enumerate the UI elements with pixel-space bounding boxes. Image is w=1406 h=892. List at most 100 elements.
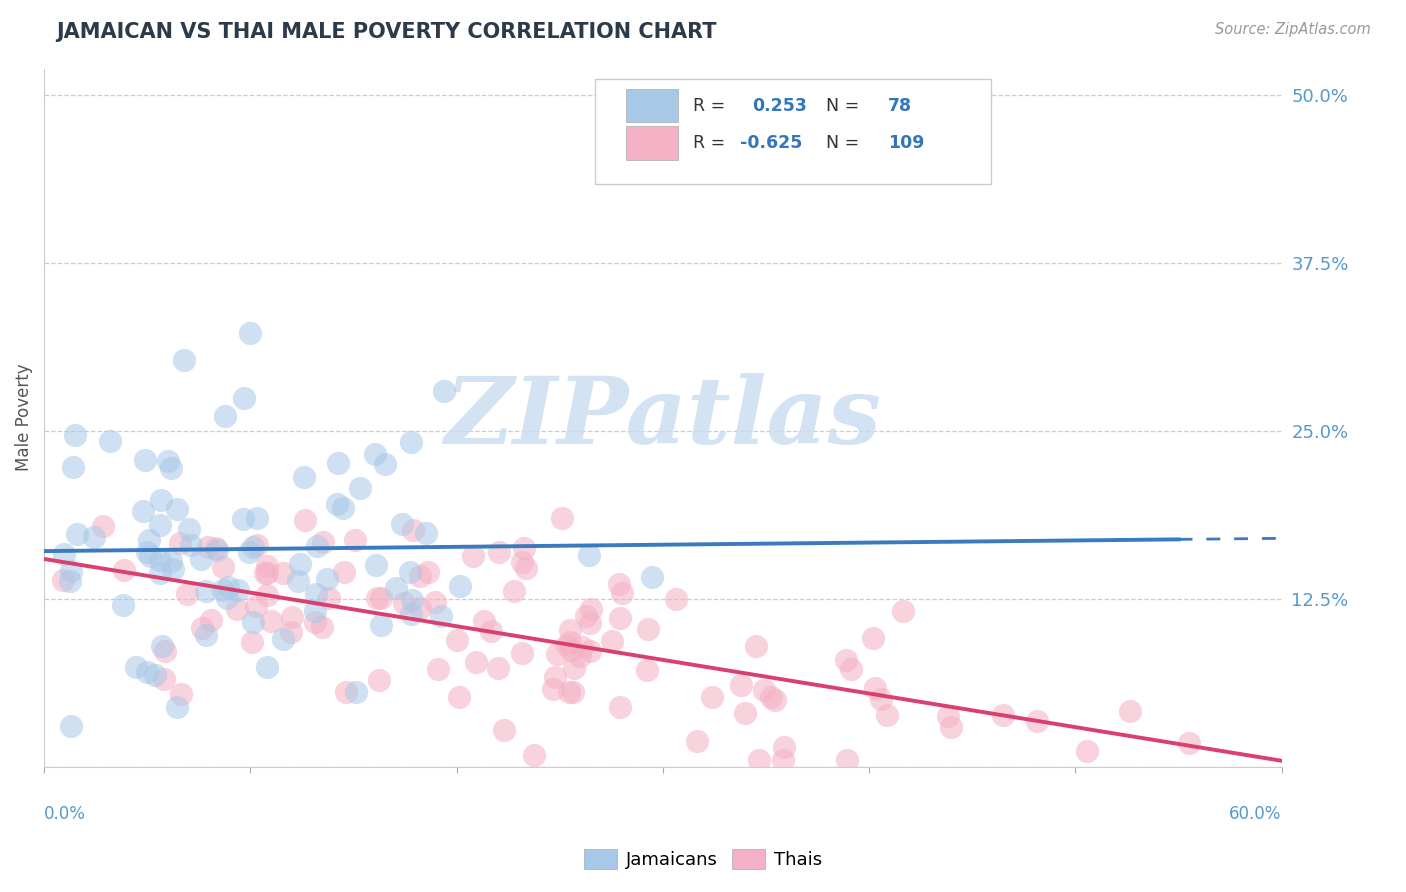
Text: 0.253: 0.253: [752, 96, 807, 114]
Point: [294, 513, 316, 527]
Y-axis label: Male Poverty: Male Poverty: [15, 364, 32, 471]
Point: [541, 682, 564, 697]
Point: [256, 559, 278, 574]
Point: [865, 681, 887, 695]
Point: [170, 688, 193, 702]
Point: [1025, 714, 1047, 728]
Point: [835, 653, 858, 667]
Point: [112, 598, 135, 612]
Point: [607, 577, 630, 591]
Point: [217, 580, 239, 594]
Point: [374, 458, 396, 472]
Point: [215, 591, 238, 606]
Point: [233, 391, 256, 405]
Point: [551, 511, 574, 525]
Point: [637, 622, 659, 636]
Text: R =: R =: [693, 96, 730, 114]
Point: [773, 740, 796, 755]
Point: [578, 644, 600, 658]
Point: [169, 536, 191, 550]
Point: [558, 624, 581, 638]
Point: [226, 582, 249, 597]
Point: [344, 685, 367, 699]
Point: [62, 460, 84, 475]
Point: [98, 434, 121, 448]
Point: [304, 604, 326, 618]
Point: [686, 734, 709, 748]
Point: [991, 708, 1014, 723]
Point: [578, 548, 600, 562]
Point: [225, 602, 247, 616]
Point: [370, 591, 392, 605]
Point: [305, 539, 328, 553]
Point: [391, 516, 413, 531]
Point: [398, 565, 420, 579]
Point: [52, 547, 75, 561]
Point: [242, 540, 264, 554]
Point: [938, 709, 960, 723]
Point: [449, 579, 471, 593]
Text: R =: R =: [693, 134, 730, 153]
Point: [399, 434, 422, 449]
Point: [155, 644, 177, 658]
Point: [212, 559, 235, 574]
Point: [245, 510, 267, 524]
Point: [515, 561, 537, 575]
Point: [238, 545, 260, 559]
Point: [579, 616, 602, 631]
Point: [399, 607, 422, 621]
Point: [328, 456, 350, 470]
Point: [304, 615, 326, 629]
Point: [200, 613, 222, 627]
Point: [271, 566, 294, 580]
Point: [190, 551, 212, 566]
Point: [149, 553, 172, 567]
Point: [194, 628, 217, 642]
Point: [281, 610, 304, 624]
Point: [242, 635, 264, 649]
Point: [149, 517, 172, 532]
Point: [569, 649, 592, 664]
Point: [488, 545, 510, 559]
Point: [287, 574, 309, 589]
Point: [486, 661, 509, 675]
Point: [368, 673, 391, 688]
Point: [609, 610, 631, 624]
Point: [333, 565, 356, 579]
Point: [862, 631, 884, 645]
Text: 60.0%: 60.0%: [1229, 805, 1282, 823]
Point: [66, 526, 89, 541]
Point: [401, 593, 423, 607]
Point: [305, 587, 328, 601]
Point: [557, 685, 579, 699]
Point: [513, 541, 536, 556]
Point: [52, 573, 75, 587]
Point: [560, 634, 582, 648]
Point: [409, 601, 432, 615]
Point: [292, 469, 315, 483]
Point: [63, 427, 86, 442]
Text: 78: 78: [889, 96, 912, 114]
Text: -0.625: -0.625: [740, 134, 801, 153]
Point: [195, 583, 218, 598]
Point: [60, 719, 83, 733]
Point: [176, 586, 198, 600]
Point: [503, 583, 526, 598]
Point: [446, 633, 468, 648]
Point: [332, 501, 354, 516]
Point: [893, 604, 915, 618]
Point: [83, 530, 105, 544]
Point: [166, 502, 188, 516]
Point: [245, 538, 267, 552]
Point: [139, 549, 162, 563]
Point: [839, 662, 862, 676]
Point: [463, 549, 485, 563]
Point: [366, 558, 388, 573]
Point: [546, 647, 568, 661]
Point: [430, 609, 453, 624]
Point: [162, 562, 184, 576]
Point: [876, 707, 898, 722]
Text: N =: N =: [827, 134, 865, 153]
Point: [575, 609, 598, 624]
Point: [311, 619, 333, 633]
